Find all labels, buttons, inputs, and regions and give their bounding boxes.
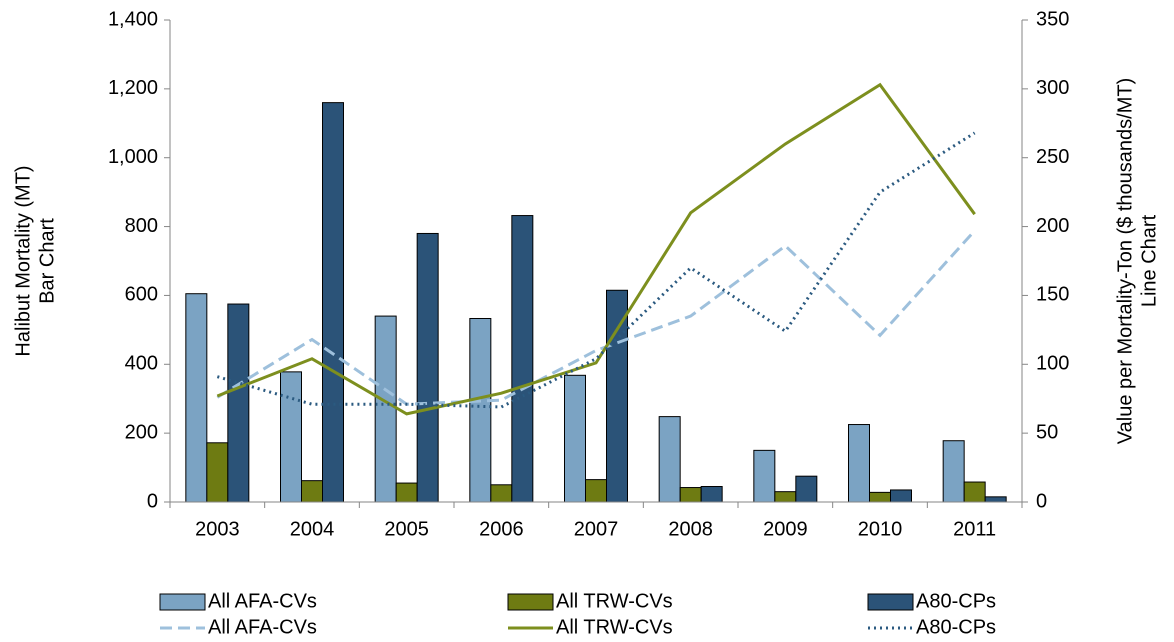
legend-label: All TRW-CVs <box>556 590 673 612</box>
line <box>216 131 976 409</box>
y-tick-label: 400 <box>125 353 158 375</box>
x-tick-label: 2008 <box>668 518 713 540</box>
bar <box>774 491 797 503</box>
legend-swatch <box>159 593 206 611</box>
bar <box>658 416 681 503</box>
bar <box>322 102 344 503</box>
y-tick-label: 1,400 <box>108 8 158 30</box>
y2-axis-title: Line Chart <box>1138 214 1160 307</box>
y-tick-label: 200 <box>125 421 158 443</box>
bar <box>206 442 229 503</box>
y2-tick-label: 50 <box>1036 421 1058 443</box>
y-tick-label: 600 <box>125 284 158 306</box>
legend-label: All AFA-CVs <box>208 590 317 612</box>
legend-label: All TRW-CVs <box>556 616 673 638</box>
y2-tick-label: 300 <box>1036 77 1069 99</box>
bar <box>700 486 723 503</box>
y-tick-label: 1,000 <box>108 146 158 168</box>
x-tick-label: 2006 <box>479 518 524 540</box>
bar <box>564 374 586 503</box>
bar <box>848 424 870 503</box>
legend-label: All AFA-CVs <box>208 616 317 638</box>
line <box>216 82 976 416</box>
x-tick-label: 2004 <box>290 518 335 540</box>
bar <box>490 484 513 503</box>
x-tick-label: 2011 <box>953 518 996 540</box>
y-axis-title: Halibut Mortality (MT) <box>12 165 34 356</box>
bar <box>374 315 397 503</box>
bar <box>984 496 1007 503</box>
x-tick-label: 2003 <box>195 518 240 540</box>
bar <box>795 475 818 503</box>
y-tick-label: 800 <box>125 215 158 237</box>
bar <box>963 481 986 503</box>
bar <box>280 371 302 503</box>
legend-label: A80-CPs <box>916 590 996 612</box>
bar <box>890 489 912 503</box>
bar <box>869 491 891 503</box>
bar <box>469 317 492 503</box>
bar <box>416 232 439 503</box>
bar <box>942 440 965 503</box>
bar <box>301 480 323 503</box>
bar <box>753 449 776 503</box>
bar <box>606 289 628 503</box>
bar <box>185 293 208 503</box>
y2-tick-label: 250 <box>1036 146 1069 168</box>
bar <box>227 303 250 503</box>
bar <box>395 482 418 503</box>
bar <box>585 479 607 503</box>
y2-tick-label: 200 <box>1036 215 1069 237</box>
x-tick-label: 2010 <box>858 518 903 540</box>
legend-swatch <box>867 593 914 611</box>
y2-tick-label: 0 <box>1036 490 1047 512</box>
y-tick-label: 0 <box>147 490 158 512</box>
x-tick-label: 2007 <box>574 518 619 540</box>
legend-label: A80-CPs <box>916 616 996 638</box>
y-tick-label: 1,200 <box>108 77 158 99</box>
x-tick-label: 2009 <box>763 518 808 540</box>
y2-axis-title: Value per Mortality-Ton ($ thousands/MT) <box>1114 78 1136 444</box>
y2-tick-label: 100 <box>1036 353 1069 375</box>
bar <box>511 215 534 503</box>
y2-tick-label: 350 <box>1036 8 1069 30</box>
bar <box>679 487 702 503</box>
x-tick-label: 2005 <box>384 518 429 540</box>
y2-tick-label: 150 <box>1036 284 1069 306</box>
y-axis-title: Bar Chart <box>36 218 58 304</box>
line <box>216 229 976 406</box>
legend-swatch <box>507 593 554 611</box>
